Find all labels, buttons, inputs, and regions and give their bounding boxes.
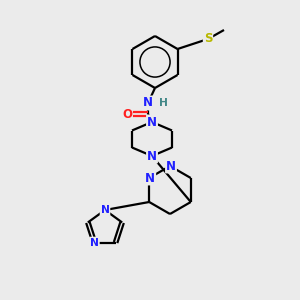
Text: N: N [100, 205, 109, 215]
Text: N: N [143, 97, 153, 110]
Text: S: S [204, 32, 212, 46]
Text: N: N [90, 238, 99, 248]
Text: N: N [147, 116, 157, 128]
Text: O: O [122, 107, 132, 121]
Text: N: N [145, 172, 155, 184]
Text: N: N [147, 149, 157, 163]
Text: N: N [166, 160, 176, 172]
Text: H: H [159, 98, 167, 108]
